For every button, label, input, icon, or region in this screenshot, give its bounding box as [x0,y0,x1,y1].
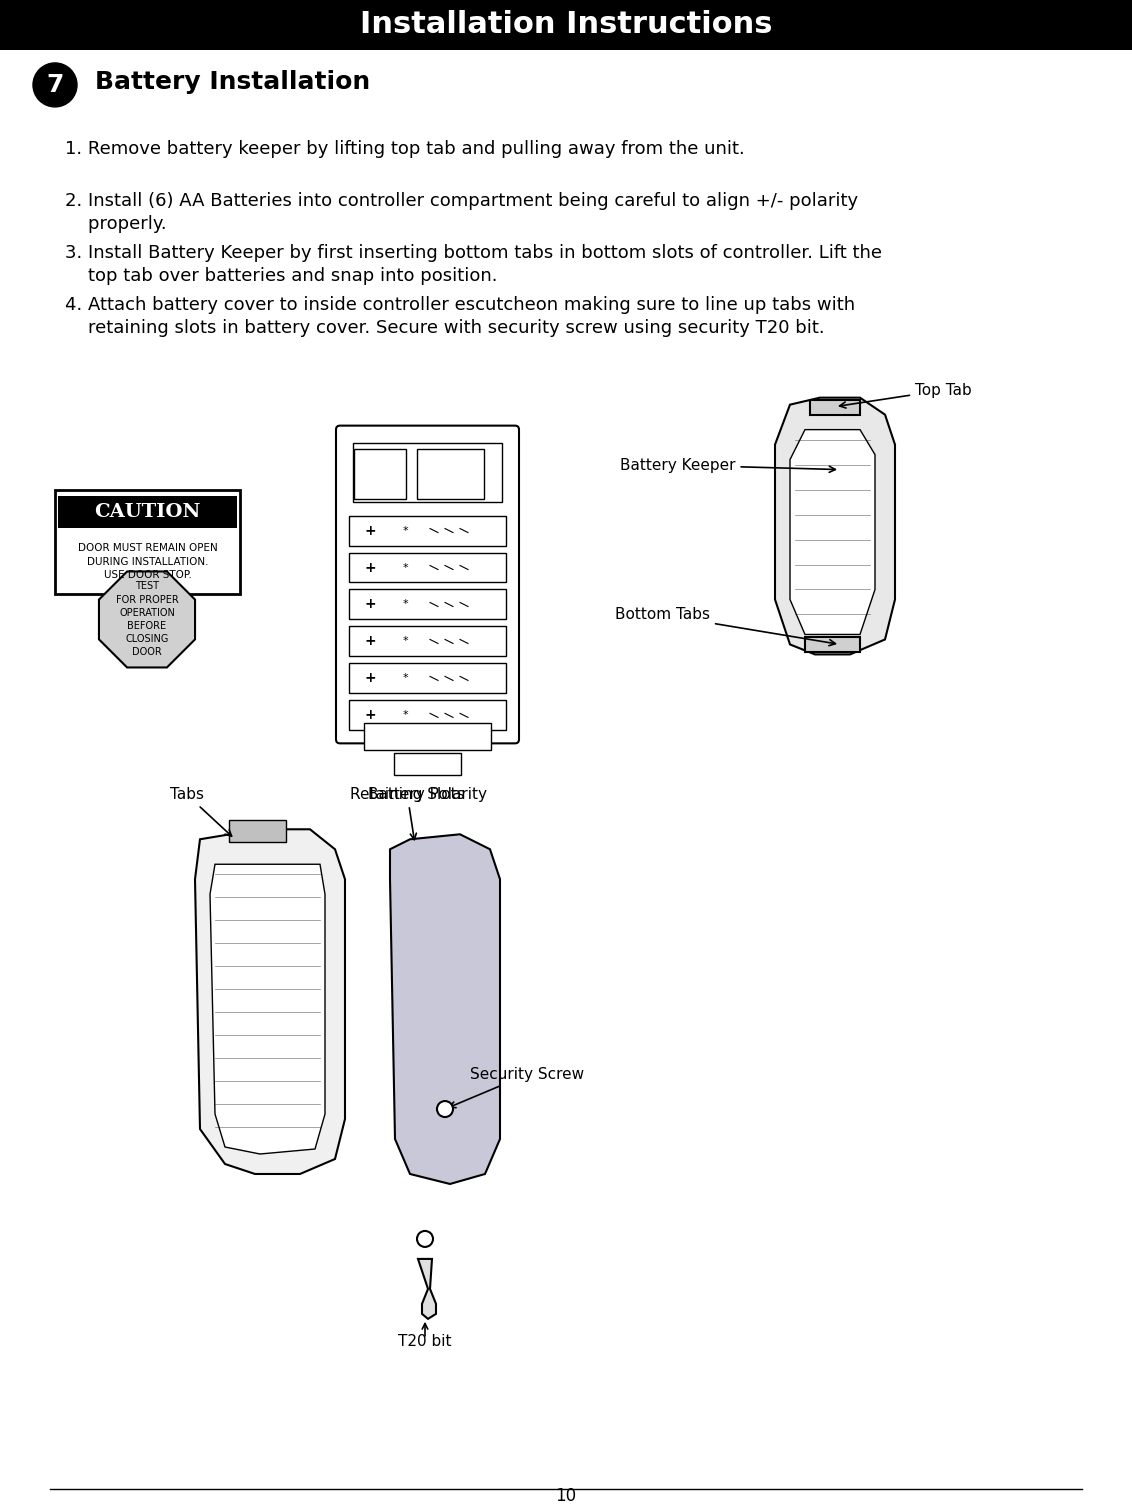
Text: +: + [365,708,376,722]
PathPatch shape [775,398,895,654]
PathPatch shape [418,1258,436,1319]
FancyBboxPatch shape [349,627,506,657]
PathPatch shape [790,429,875,634]
Text: TEST
FOR PROPER
OPERATION
BEFORE
CLOSING
DOOR: TEST FOR PROPER OPERATION BEFORE CLOSING… [115,582,179,657]
Text: Battery Installation: Battery Installation [95,69,370,93]
FancyBboxPatch shape [58,496,237,527]
Text: 7: 7 [46,72,63,96]
FancyBboxPatch shape [229,820,286,842]
Text: *: * [402,674,408,683]
Text: *: * [402,600,408,609]
FancyBboxPatch shape [349,663,506,693]
FancyBboxPatch shape [349,553,506,583]
Text: Retaining Slots: Retaining Slots [350,787,464,839]
Text: +: + [365,672,376,686]
Text: 1. Remove battery keeper by lifting top tab and pulling away from the unit.: 1. Remove battery keeper by lifting top … [65,140,745,158]
Text: *: * [402,636,408,647]
PathPatch shape [811,399,860,414]
Text: +: + [365,561,376,574]
Text: CAUTION: CAUTION [94,502,200,520]
Text: Battery Polarity: Battery Polarity [368,787,487,802]
PathPatch shape [391,835,500,1185]
Text: 10: 10 [556,1487,576,1504]
FancyBboxPatch shape [349,589,506,619]
Text: 4. Attach battery cover to inside controller escutcheon making sure to line up t: 4. Attach battery cover to inside contro… [65,295,855,338]
Circle shape [437,1102,453,1117]
Text: +: + [365,523,376,538]
PathPatch shape [211,864,325,1154]
Text: 2. Install (6) AA Batteries into controller compartment being careful to align +: 2. Install (6) AA Batteries into control… [65,191,858,234]
FancyBboxPatch shape [353,443,501,502]
Circle shape [33,63,77,107]
FancyBboxPatch shape [394,754,461,775]
FancyBboxPatch shape [55,490,240,594]
Text: *: * [402,562,408,573]
FancyBboxPatch shape [0,0,1132,50]
FancyBboxPatch shape [349,515,506,546]
Text: T20 bit: T20 bit [398,1334,452,1349]
FancyBboxPatch shape [417,449,484,499]
FancyBboxPatch shape [354,449,406,499]
Polygon shape [98,571,195,668]
Text: *: * [402,526,408,535]
Text: Tabs: Tabs [170,787,232,836]
Text: Top Tab: Top Tab [840,383,971,408]
PathPatch shape [195,829,345,1174]
FancyBboxPatch shape [349,701,506,731]
Text: +: + [365,634,376,648]
Text: *: * [402,710,408,720]
Text: 3. Install Battery Keeper by first inserting bottom tabs in bottom slots of cont: 3. Install Battery Keeper by first inser… [65,244,882,285]
Text: Security Screw: Security Screw [449,1067,584,1108]
PathPatch shape [805,637,860,653]
Text: +: + [365,597,376,612]
FancyBboxPatch shape [365,723,491,750]
Text: Installation Instructions: Installation Instructions [360,11,772,39]
Text: DOOR MUST REMAIN OPEN
DURING INSTALLATION.
USE DOOR STOP.: DOOR MUST REMAIN OPEN DURING INSTALLATIO… [78,544,217,580]
FancyBboxPatch shape [336,425,518,743]
Circle shape [417,1231,434,1246]
Text: Battery Keeper: Battery Keeper [620,458,835,473]
Text: Bottom Tabs: Bottom Tabs [615,607,835,645]
